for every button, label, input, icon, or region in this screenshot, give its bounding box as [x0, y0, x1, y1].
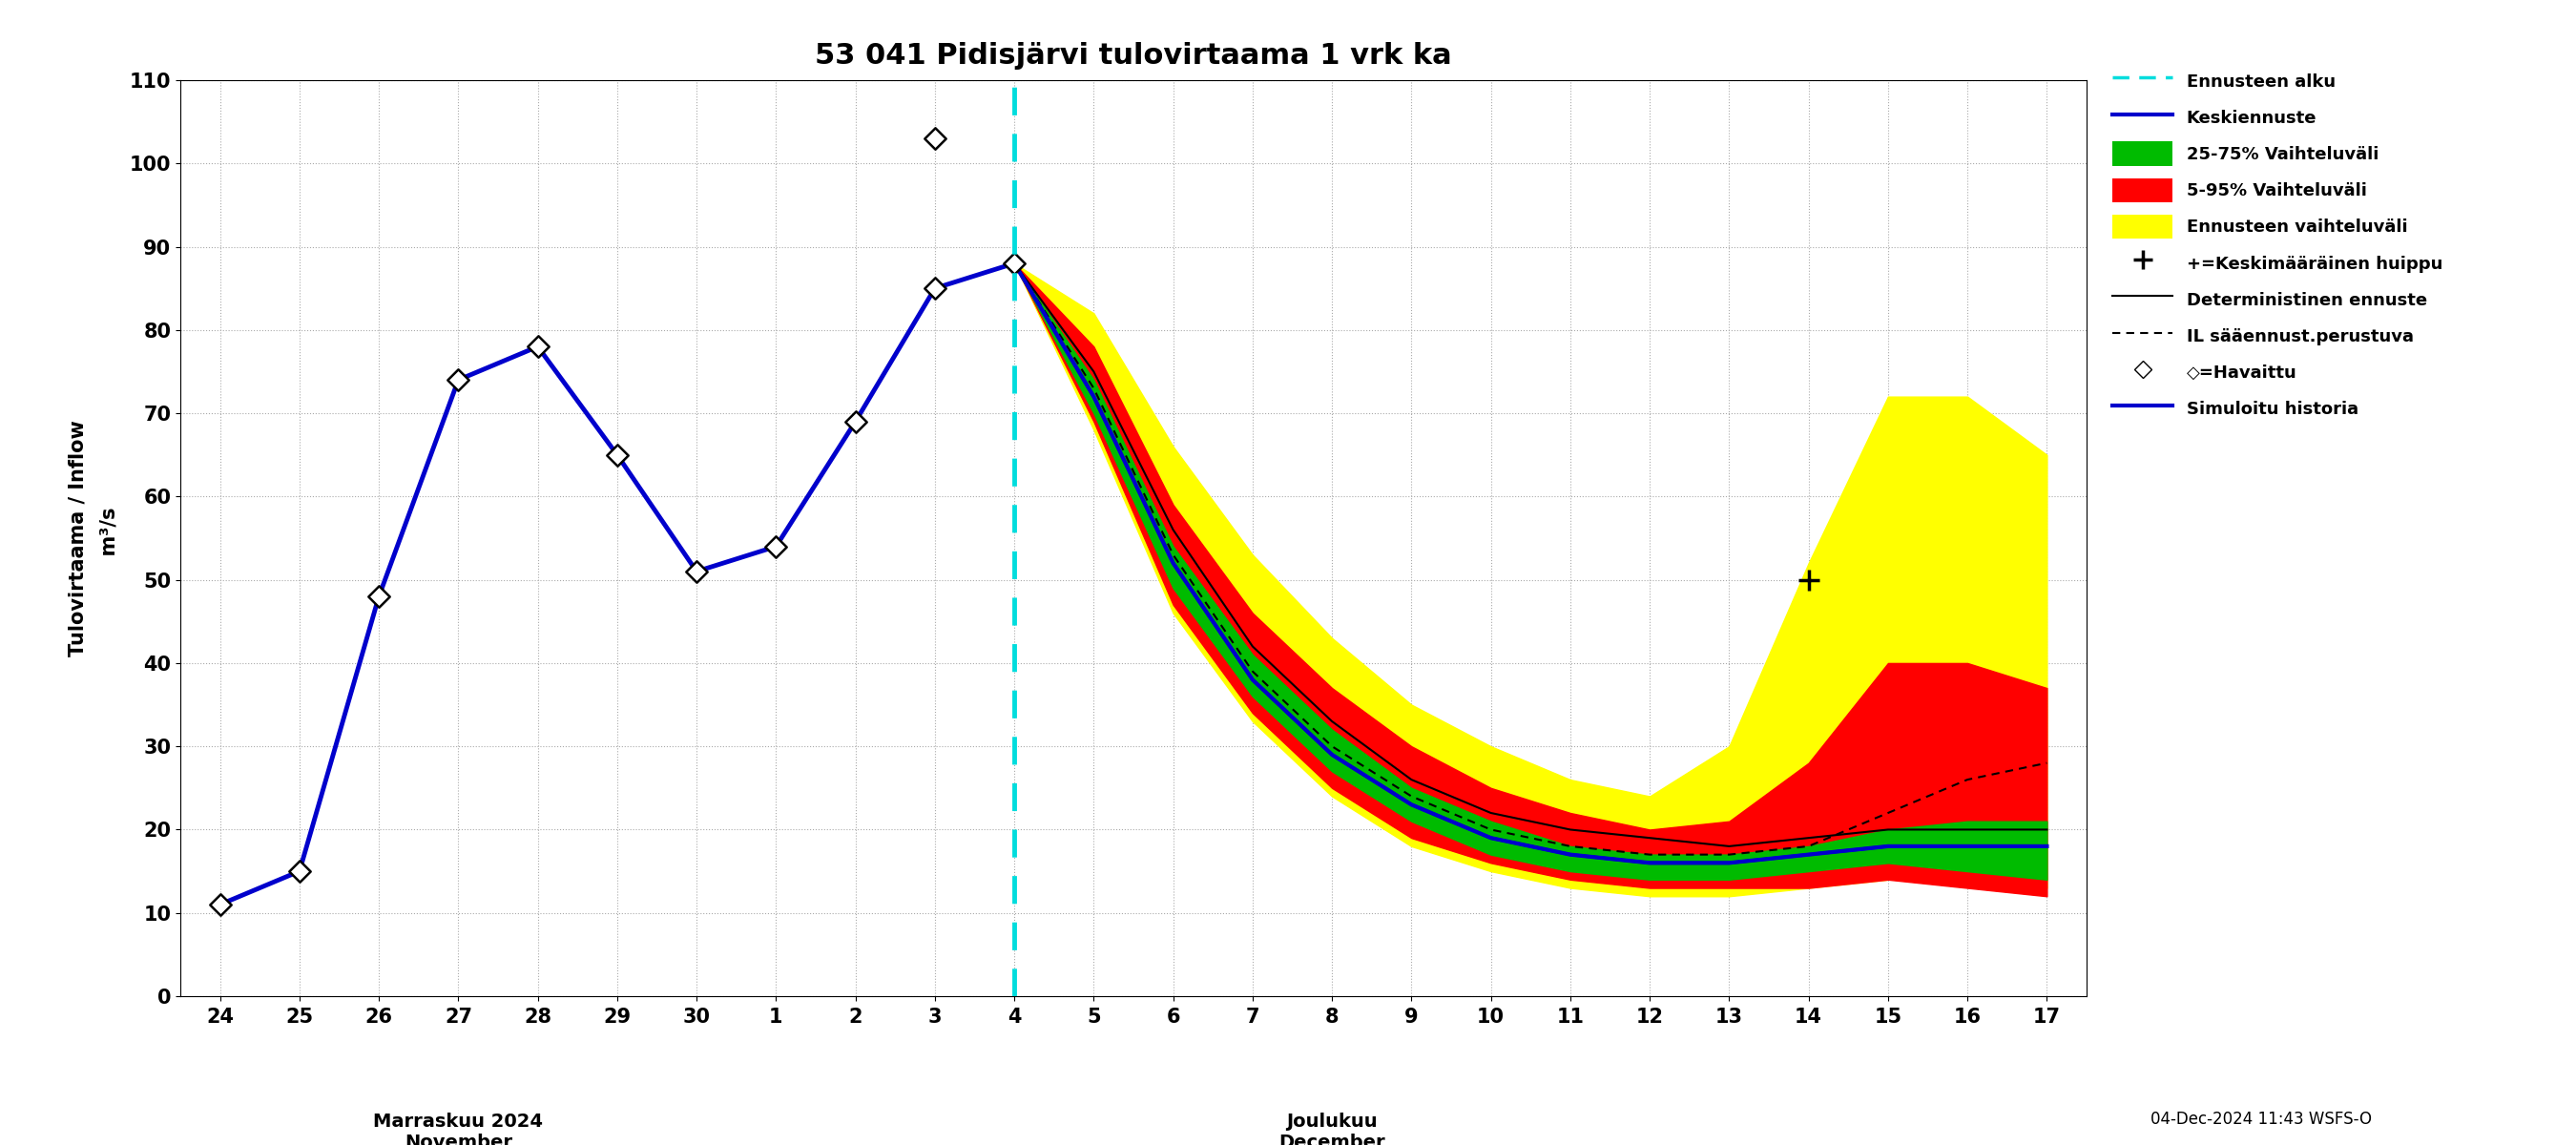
Point: [994, 254, 1036, 273]
Point: [1788, 570, 1829, 589]
Point: [914, 279, 956, 298]
Text: Marraskuu 2024
November: Marraskuu 2024 November: [374, 1113, 544, 1145]
Point: [358, 587, 399, 606]
Point: [278, 862, 319, 881]
Point: [518, 338, 559, 356]
Y-axis label: Tulovirtaama / Inflow
  m³/s: Tulovirtaama / Inflow m³/s: [70, 420, 118, 656]
Legend: Ennusteen alku, Keskiennuste, 25-75% Vaihteluväli, 5-95% Vaihteluväli, Ennusteen: Ennusteen alku, Keskiennuste, 25-75% Vai…: [2105, 62, 2450, 428]
Title: 53 041 Pidisjärvi tulovirtaama 1 vrk ka: 53 041 Pidisjärvi tulovirtaama 1 vrk ka: [814, 42, 1453, 70]
Point: [438, 371, 479, 389]
Point: [198, 895, 240, 914]
Point: [598, 445, 639, 464]
Point: [755, 537, 796, 555]
Text: Joulukuu
December: Joulukuu December: [1278, 1113, 1386, 1145]
Point: [914, 129, 956, 148]
Text: 04-Dec-2024 11:43 WSFS-O: 04-Dec-2024 11:43 WSFS-O: [2151, 1111, 2372, 1128]
Point: [675, 562, 716, 581]
Point: [835, 412, 876, 431]
